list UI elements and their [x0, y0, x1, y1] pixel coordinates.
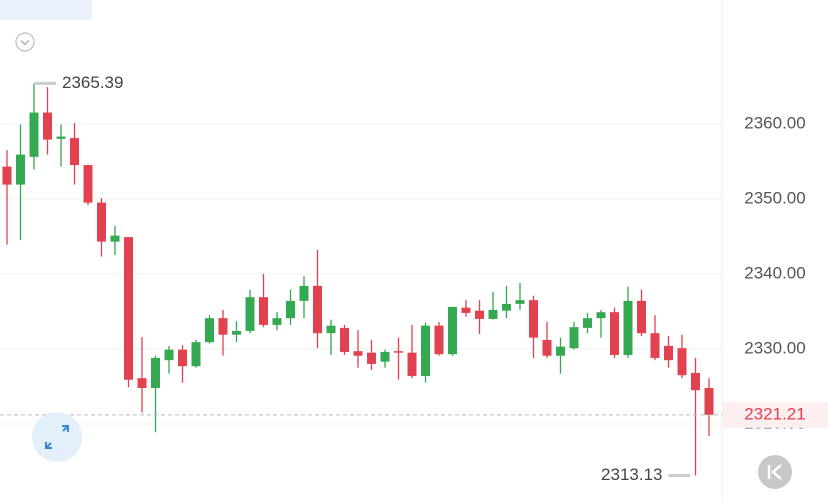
top-tab: [0, 0, 92, 20]
candle-body: [421, 325, 430, 376]
collapse-button[interactable]: [15, 32, 35, 52]
candle-body: [569, 327, 579, 349]
candle-body: [637, 300, 646, 334]
candle-body: [313, 285, 322, 334]
candle-body: [286, 300, 295, 319]
candle-body: [151, 357, 160, 388]
candle-body: [245, 297, 255, 331]
candle-body: [650, 333, 660, 358]
jump-latest-button[interactable]: [758, 455, 792, 489]
candle-body: [16, 154, 25, 185]
expand-icon: [45, 425, 69, 449]
candle-body: [137, 378, 147, 388]
candle-body: [97, 202, 106, 242]
jump-icon: [767, 464, 782, 480]
candle-body: [583, 318, 592, 328]
candle-body: [110, 235, 120, 242]
candle-body: [205, 318, 214, 343]
candle-body: [272, 318, 282, 325]
candle-body: [191, 342, 201, 367]
candle-body: [380, 351, 390, 362]
candle-body: [515, 300, 525, 304]
candle-body: [299, 285, 309, 301]
candle-body: [475, 310, 484, 319]
candle-body: [394, 351, 403, 353]
candle-body: [596, 312, 606, 319]
expand-button[interactable]: [32, 412, 82, 462]
candle-body: [218, 318, 228, 335]
max-label: 2365.39: [62, 73, 123, 92]
candle-body: [502, 303, 511, 311]
candle-body: [164, 349, 174, 361]
candle-body: [83, 165, 93, 203]
expand-button-bg: [32, 412, 82, 462]
candle-body: [664, 345, 673, 361]
y-tick-label: 2360.00: [744, 113, 805, 132]
candle-body: [529, 300, 538, 338]
candle-body: [43, 112, 52, 140]
candle-body: [124, 237, 133, 380]
candle-body: [691, 372, 700, 391]
candle-body: [704, 387, 714, 415]
candle-body: [353, 351, 363, 356]
candle-body: [232, 330, 241, 335]
candle-body: [677, 348, 687, 376]
last-price-box: [722, 401, 828, 428]
candle-body: [488, 309, 498, 319]
candle-body: [623, 300, 633, 355]
candle-body: [56, 136, 66, 139]
candle-body: [367, 352, 376, 364]
y-tick-label: 2350.00: [744, 188, 805, 207]
candle-body: [556, 346, 565, 356]
candle-body: [340, 327, 349, 352]
candle-body: [2, 166, 12, 185]
y-tick-label: 2330.00: [744, 338, 805, 357]
candle-body: [448, 306, 457, 355]
min-label: 2313.13: [601, 465, 662, 484]
jump-button-bg: [758, 455, 792, 489]
candle-body: [542, 339, 552, 356]
candle-body: [610, 312, 619, 355]
candle-body: [461, 307, 471, 313]
candle-body: [178, 349, 187, 367]
candle-body: [29, 112, 39, 157]
candle-body: [407, 352, 417, 376]
candle-body: [70, 138, 79, 166]
y-tick-label: 2340.00: [744, 263, 805, 282]
candle-body: [326, 325, 336, 334]
last-price-label: 2321.21: [744, 404, 805, 423]
candle-body: [434, 325, 444, 355]
candle-body: [259, 297, 268, 325]
